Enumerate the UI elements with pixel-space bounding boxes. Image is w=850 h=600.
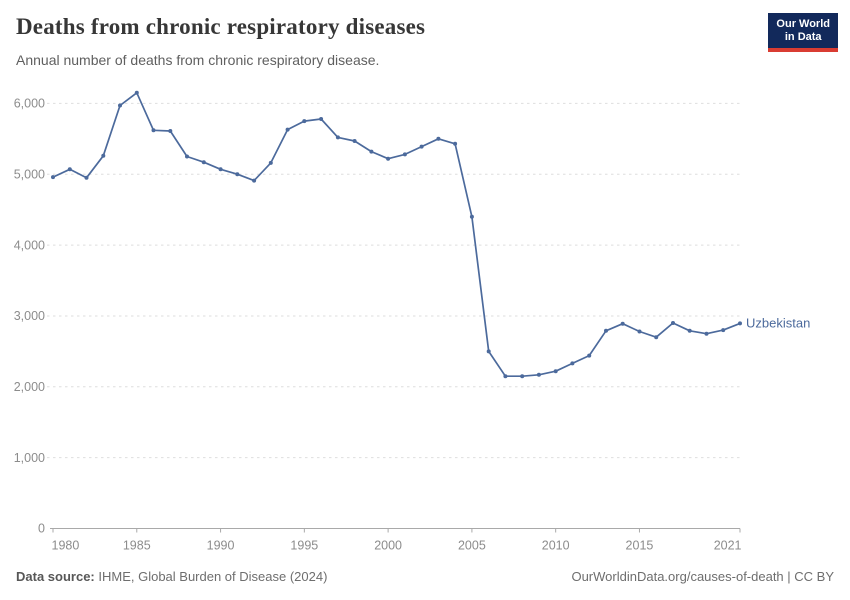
data-point xyxy=(235,172,240,177)
owid-logo: Our World in Data xyxy=(768,13,838,52)
data-point xyxy=(252,178,257,183)
owid-url-link[interactable]: OurWorldinData.org/causes-of-death | CC … xyxy=(571,569,834,584)
x-tick-label: 2010 xyxy=(542,539,570,553)
data-point xyxy=(553,369,558,374)
data-point xyxy=(436,136,441,141)
data-point xyxy=(687,328,692,333)
owid-logo-line1: Our World xyxy=(776,18,830,30)
chart-title: Deaths from chronic respiratory diseases xyxy=(16,14,426,39)
data-point xyxy=(352,139,357,143)
data-point xyxy=(419,144,424,149)
data-point xyxy=(51,175,55,180)
data-point xyxy=(101,153,106,158)
data-point xyxy=(469,214,474,219)
x-tick-label: 2021 xyxy=(714,539,742,553)
x-tick-label: 2005 xyxy=(458,539,486,553)
data-source-note: Data source: IHME, Global Burden of Dise… xyxy=(16,569,327,584)
y-tick-label: 6,000 xyxy=(14,97,45,111)
data-point xyxy=(604,328,608,333)
data-point xyxy=(134,90,139,95)
data-point xyxy=(369,149,374,154)
data-point xyxy=(84,175,89,180)
y-tick-label: 4,000 xyxy=(14,238,45,252)
data-point xyxy=(168,129,173,133)
x-tick-label: 2000 xyxy=(374,539,402,553)
line-chart: 0 1,000 2,000 3,000 4,000 5,000 6,000 1980 1985 1… xyxy=(14,90,810,553)
data-point xyxy=(118,103,122,108)
data-point xyxy=(386,156,391,161)
data-point xyxy=(302,119,307,124)
x-tick-label: 1985 xyxy=(123,539,151,553)
data-point xyxy=(536,372,541,377)
data-point xyxy=(654,335,659,340)
y-tick-label: 5,000 xyxy=(14,167,45,181)
data-point xyxy=(335,135,340,140)
chart-subtitle: Annual number of deaths from chronic res… xyxy=(16,52,380,68)
data-point xyxy=(486,349,491,354)
data-source-label: Data source: xyxy=(16,569,95,584)
data-point xyxy=(671,321,675,325)
x-tick-label: 1995 xyxy=(290,539,318,553)
series-label: Uzbekistan xyxy=(746,316,810,331)
data-point xyxy=(185,154,189,159)
data-point xyxy=(520,374,525,379)
y-tick-label: 0 xyxy=(38,522,45,536)
data-point xyxy=(721,328,726,333)
y-tick-label: 2,000 xyxy=(14,380,45,394)
data-point xyxy=(67,167,72,172)
x-tick-label: 1990 xyxy=(207,539,235,553)
data-source-text: IHME, Global Burden of Disease (2024) xyxy=(94,569,328,584)
data-point xyxy=(453,141,458,146)
data-point xyxy=(402,152,407,157)
data-point xyxy=(218,167,223,172)
x-tick-label: 2015 xyxy=(626,539,654,553)
y-tick-label: 3,000 xyxy=(14,309,45,323)
data-point xyxy=(151,128,156,133)
data-point xyxy=(201,160,206,165)
owid-logo-line2: in Data xyxy=(784,31,822,43)
data-point xyxy=(637,329,642,334)
data-line xyxy=(52,91,741,378)
data-point xyxy=(319,117,324,121)
data-point xyxy=(704,331,709,336)
data-point xyxy=(285,127,290,132)
data-point xyxy=(620,321,625,326)
y-tick-label: 1,000 xyxy=(14,451,45,465)
data-point xyxy=(570,361,575,366)
x-tick-label: 1980 xyxy=(52,539,80,553)
data-point xyxy=(738,321,742,326)
data-point xyxy=(268,160,273,165)
data-point xyxy=(503,374,508,379)
data-point xyxy=(587,353,592,358)
